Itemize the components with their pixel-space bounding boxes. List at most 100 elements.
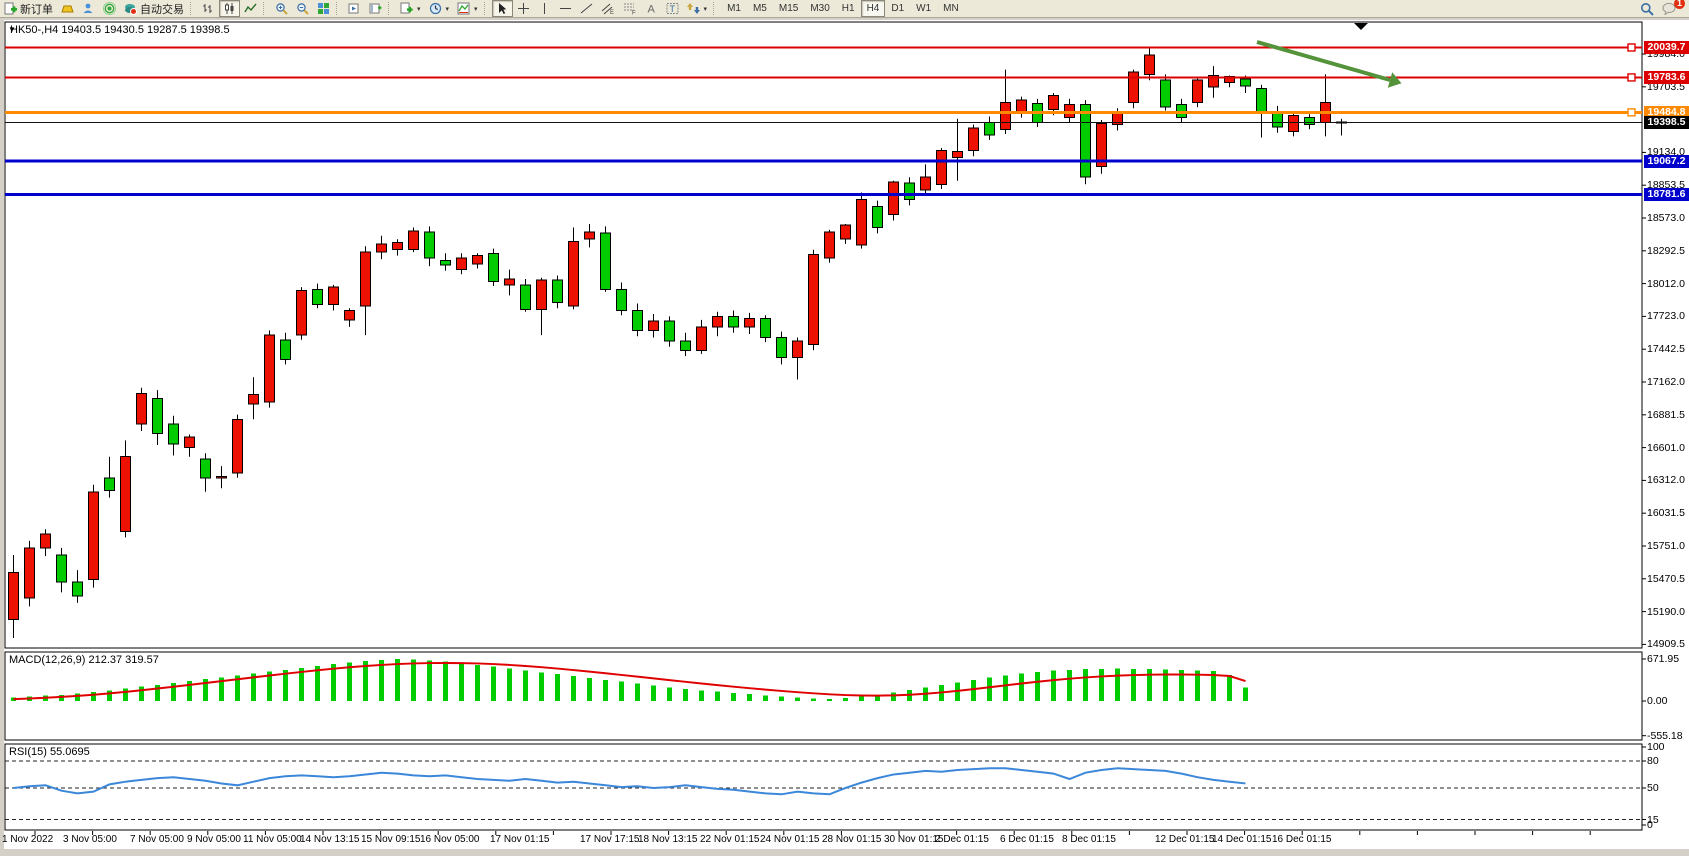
rsi-axis-tick: 0 [1647,819,1653,831]
candlestick-chart-button[interactable] [219,0,240,17]
channel-tool-button[interactable]: E [597,0,619,17]
zoom-out-button[interactable] [292,0,313,17]
timeframe-button-D1[interactable]: D1 [891,3,905,14]
timeframe-button-H4[interactable]: H4 [860,0,886,17]
dropdown-caret-icon: ▾ [703,5,708,13]
bar-chart-button[interactable] [198,0,219,17]
price-label-19067.2: 19067.2 [1644,154,1689,168]
dropdown-caret-icon: ▾ [417,5,421,13]
toolbar: 新订单 自动交易 ▾ ▾ [0,0,1689,18]
auto-scroll-icon [348,3,359,14]
new-order-button[interactable]: 新订单 [0,0,57,17]
price-axis-tick: 16312.0 [1647,474,1685,487]
cursor-tool-button[interactable] [491,0,513,17]
svg-text:F: F [632,11,636,16]
vertical-line-tool-button[interactable] [534,0,555,17]
period-button[interactable]: ▾ [425,0,454,17]
time-axis-label: 8 Dec 01:15 [1062,834,1116,845]
macd-axis-tick: 671.95 [1647,653,1680,665]
time-axis-label: 17 Nov 01:15 [490,834,550,845]
timeframe-button-W1[interactable]: W1 [916,3,932,14]
auto-scroll-button[interactable] [344,0,365,17]
macd-axis-tick: 0.00 [1647,695,1668,707]
price-label-19398.5: 19398.5 [1644,115,1689,129]
toolbar-separator [263,2,269,15]
time-axis-label: 3 Nov 05:00 [63,834,117,845]
community-button[interactable] [78,0,99,17]
timeframe-button-M15[interactable]: M15 [778,3,799,14]
cursor-icon [498,3,506,14]
timeframe-button-M5[interactable]: M5 [752,3,767,14]
zoom-in-icon [276,3,288,15]
price-label-19484.8: 19484.8 [1644,105,1689,119]
time-axis-label: 7 Nov 05:00 [130,834,184,845]
indicators-icon [457,2,470,15]
time-axis-label: 6 Dec 01:15 [1000,834,1054,845]
new-chart-button[interactable]: ▾ [396,0,425,17]
time-axis-label: 9 Nov 05:00 [187,834,241,845]
tile-windows-button[interactable] [313,0,334,17]
rsi-indicator-label: RSI(15) 55.0695 [9,746,90,758]
zoom-in-button[interactable] [271,0,292,17]
timeframe-button-H1[interactable]: H1 [841,3,855,14]
time-axis-label: 16 Dec 01:15 [1272,834,1332,845]
line-chart-button[interactable] [240,0,261,17]
crosshair-tool-button[interactable] [513,0,534,17]
notifications-button[interactable]: 1 [1658,0,1685,17]
time-axis-label: 24 Nov 01:15 [760,834,820,845]
fibonacci-icon: F [623,3,636,16]
time-axis-label: 16 Nov 05:00 [420,834,480,845]
toolbar-separator [336,2,342,15]
rsi-axis-tick: 15 [1647,813,1659,826]
price-axis-tick: 18292.5 [1647,244,1685,257]
chat-bubble-icon [1662,2,1676,15]
chart-window[interactable] [4,20,1689,849]
horizontal-line-tool-button[interactable] [555,0,576,17]
chart-shift-button[interactable] [365,0,386,17]
timeframe-button-M30[interactable]: M30 [810,3,830,14]
gold-bar-icon [61,5,74,13]
price-axis-tick: 17723.0 [1647,310,1685,323]
signals-button[interactable] [99,0,120,17]
text-label-icon: T [666,3,679,14]
fibonacci-tool-button[interactable]: F [619,0,641,17]
time-axis-label: 18 Nov 13:15 [638,834,698,845]
community-icon [83,3,93,13]
search-button[interactable] [1636,0,1658,17]
price-axis-tick: 18573.0 [1647,212,1685,224]
time-axis-label: 14 Dec 01:15 [1212,834,1272,845]
svg-text:T: T [669,4,675,14]
equidistant-channel-icon: E [601,3,614,15]
tile-windows-icon [318,3,329,14]
timeframe-bar: M1 M5 M15 M30 H1 H4 D1 W1 MN [721,0,965,17]
horizontal-line-icon [559,8,571,9]
price-axis-tick: 16881.5 [1647,408,1685,421]
timeframe-button-M1[interactable]: M1 [727,3,741,14]
dropdown-caret-icon: ▾ [474,5,478,13]
text-label-tool-button[interactable]: T [662,0,683,17]
autotrading-button[interactable]: 自动交易 [120,0,188,17]
macd-indicator-label: MACD(12,26,9) 212.37 319.57 [9,654,159,666]
trendline-tool-button[interactable] [576,0,597,17]
macd-axis-tick: -555.18 [1647,729,1683,742]
autotrading-label: 自动交易 [140,3,184,16]
rsi-axis-tick: 80 [1647,755,1659,767]
time-axis-label: 1 Nov 2022 [2,834,54,845]
vertical-line-icon [543,3,545,14]
one-click-trading-arrow-icon[interactable]: ▼ [8,25,16,34]
deposit-button[interactable] [57,0,78,17]
new-order-icon [4,2,17,15]
price-axis-tick: 16031.5 [1647,507,1685,520]
line-chart-icon [244,3,257,13]
time-axis-label: 11 Nov 05:00 [243,834,302,845]
timeframe-button-MN[interactable]: MN [943,3,959,14]
toolbar-separator [713,2,719,15]
svg-text:E: E [610,10,614,15]
text-tool-button[interactable]: A [641,0,662,17]
price-axis-tick: 14909.5 [1647,638,1685,651]
indicators-button[interactable]: ▾ [453,0,482,17]
text-icon: A [647,4,655,16]
arrows-tool-button[interactable]: ▾ [683,0,712,17]
new-order-label: 新订单 [20,3,53,16]
rsi-axis-tick: 100 [1647,741,1665,753]
